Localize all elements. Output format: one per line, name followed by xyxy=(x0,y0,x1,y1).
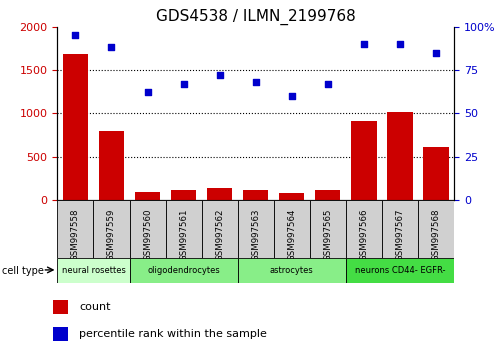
Point xyxy=(324,81,332,87)
Bar xyxy=(424,147,449,200)
Bar xyxy=(202,200,238,258)
Bar xyxy=(57,258,130,283)
Bar xyxy=(382,200,418,258)
Point xyxy=(288,93,296,99)
Point xyxy=(360,41,368,47)
Bar xyxy=(238,258,346,283)
Bar xyxy=(207,188,233,200)
Bar xyxy=(63,54,88,200)
Text: GSM997562: GSM997562 xyxy=(215,209,224,261)
Text: neurons CD44- EGFR-: neurons CD44- EGFR- xyxy=(355,266,445,275)
Bar xyxy=(130,258,238,283)
Text: percentile rank within the sample: percentile rank within the sample xyxy=(79,329,267,339)
Bar xyxy=(346,258,454,283)
Text: GSM997567: GSM997567 xyxy=(396,209,405,261)
Bar xyxy=(135,192,160,200)
Bar xyxy=(279,193,304,200)
Bar xyxy=(53,327,68,341)
Bar xyxy=(171,190,196,200)
Bar xyxy=(243,190,268,200)
Text: astrocytes: astrocytes xyxy=(270,266,314,275)
Text: GSM997566: GSM997566 xyxy=(359,209,368,261)
Point xyxy=(107,45,115,50)
Text: GSM997561: GSM997561 xyxy=(179,209,188,261)
Bar xyxy=(238,200,274,258)
Bar xyxy=(130,200,166,258)
Bar xyxy=(166,200,202,258)
Text: GSM997558: GSM997558 xyxy=(71,209,80,261)
Title: GDS4538 / ILMN_2199768: GDS4538 / ILMN_2199768 xyxy=(156,9,356,25)
Text: GSM997559: GSM997559 xyxy=(107,209,116,261)
Text: GSM997568: GSM997568 xyxy=(432,209,441,261)
Text: GSM997565: GSM997565 xyxy=(323,209,332,261)
Text: neural rosettes: neural rosettes xyxy=(61,266,125,275)
Bar xyxy=(310,200,346,258)
Bar xyxy=(346,200,382,258)
Text: GSM997564: GSM997564 xyxy=(287,209,296,261)
Point xyxy=(71,32,79,38)
Bar xyxy=(274,200,310,258)
Point xyxy=(180,81,188,87)
Bar xyxy=(315,190,340,200)
Bar xyxy=(93,200,130,258)
Bar xyxy=(57,200,93,258)
Point xyxy=(216,72,224,78)
Point xyxy=(144,90,152,95)
Point xyxy=(251,79,259,85)
Bar xyxy=(351,121,377,200)
Point xyxy=(396,41,404,47)
Text: oligodendrocytes: oligodendrocytes xyxy=(147,266,220,275)
Text: GSM997560: GSM997560 xyxy=(143,209,152,261)
Bar xyxy=(387,113,413,200)
Bar xyxy=(99,131,124,200)
Text: cell type: cell type xyxy=(2,266,44,276)
Point xyxy=(432,50,440,55)
Bar xyxy=(53,301,68,314)
Bar xyxy=(418,200,454,258)
Text: GSM997563: GSM997563 xyxy=(251,209,260,261)
Text: count: count xyxy=(79,302,111,313)
